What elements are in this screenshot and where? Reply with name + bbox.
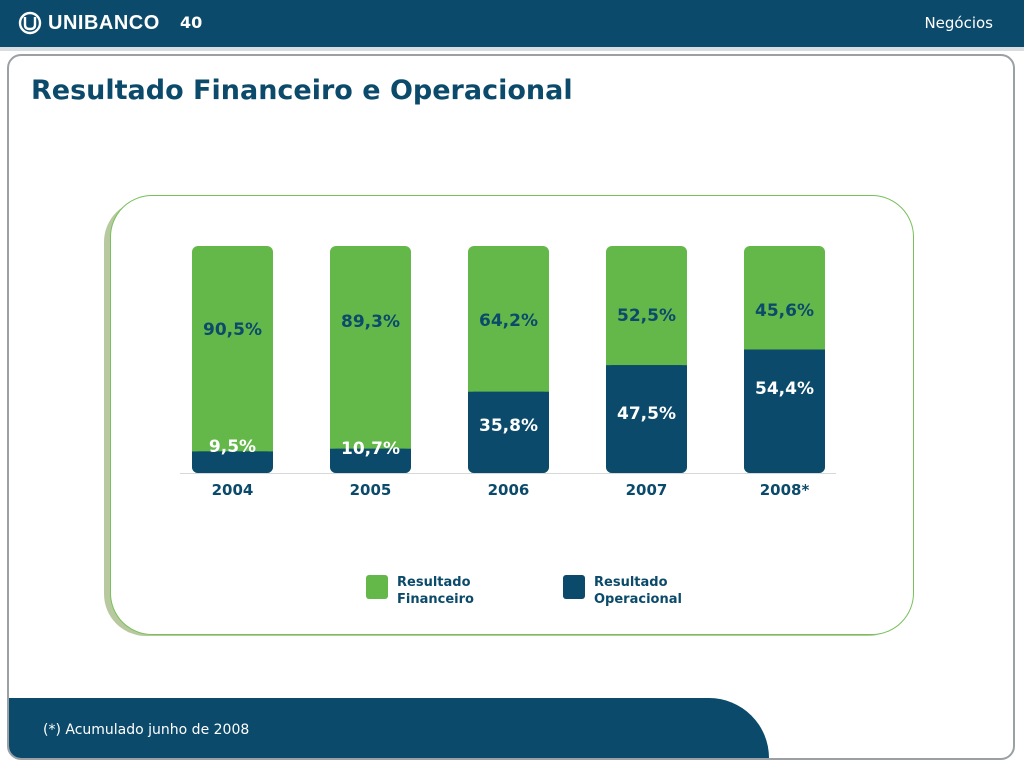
unibanco-logo-icon bbox=[18, 11, 42, 35]
bar-operacional-2007 bbox=[606, 365, 687, 473]
bar-operacional-join-2008 bbox=[744, 349, 825, 358]
data-label-operacional-2006: 35,8% bbox=[479, 416, 538, 436]
header-divider bbox=[0, 47, 1024, 51]
header-bar: UNIBANCO 40 Negócios bbox=[0, 0, 1024, 47]
bar-financeiro-2005 bbox=[330, 246, 411, 473]
x-tick-label-2006: 2006 bbox=[488, 481, 530, 499]
data-label-operacional-2005: 10,7% bbox=[341, 439, 400, 459]
data-label-operacional-2004: 9,5% bbox=[209, 437, 256, 457]
section-name: Negócios bbox=[924, 14, 993, 32]
x-tick-label-2005: 2005 bbox=[350, 481, 392, 499]
data-label-operacional-2008: 54,4% bbox=[755, 379, 814, 399]
brand-name: UNIBANCO bbox=[48, 11, 160, 34]
footer: (*) Acumulado junho de 2008 bbox=[9, 698, 1013, 758]
brand-logo: UNIBANCO bbox=[18, 10, 160, 36]
legend-label-operacional: Resultado Operacional bbox=[594, 575, 682, 607]
bar-operacional-2008 bbox=[744, 349, 825, 473]
footer-band bbox=[9, 698, 769, 758]
data-label-financeiro-2004: 90,5% bbox=[203, 320, 262, 340]
x-tick-label-2004: 2004 bbox=[212, 481, 254, 499]
bar-operacional-2006 bbox=[468, 391, 549, 473]
data-label-financeiro-2007: 52,5% bbox=[617, 306, 676, 326]
legend-item-financeiro: Resultado Financeiro bbox=[366, 574, 507, 608]
legend-swatch-operacional bbox=[563, 575, 585, 599]
bar-operacional-join-2005 bbox=[330, 448, 411, 457]
x-tick-label-2007: 2007 bbox=[626, 481, 668, 499]
page-number: 40 bbox=[180, 13, 203, 32]
legend-swatch-financeiro bbox=[366, 575, 388, 599]
bar-operacional-join-2007 bbox=[606, 365, 687, 374]
data-label-operacional-2007: 47,5% bbox=[617, 404, 676, 424]
legend-item-operacional: Resultado Operacional bbox=[563, 574, 704, 608]
page-title: Resultado Financeiro e Operacional bbox=[31, 75, 573, 106]
data-label-financeiro-2006: 64,2% bbox=[479, 311, 538, 331]
bar-operacional-join-2006 bbox=[468, 391, 549, 400]
data-label-financeiro-2008: 45,6% bbox=[755, 301, 814, 321]
bar-financeiro-2004 bbox=[192, 246, 273, 473]
data-label-financeiro-2005: 89,3% bbox=[341, 312, 400, 332]
legend-label-financeiro: Resultado Financeiro bbox=[397, 575, 474, 607]
bar-operacional-join-2004 bbox=[192, 451, 273, 460]
x-tick-label-2008: 2008* bbox=[760, 481, 810, 499]
footer-note: (*) Acumulado junho de 2008 bbox=[43, 722, 250, 738]
